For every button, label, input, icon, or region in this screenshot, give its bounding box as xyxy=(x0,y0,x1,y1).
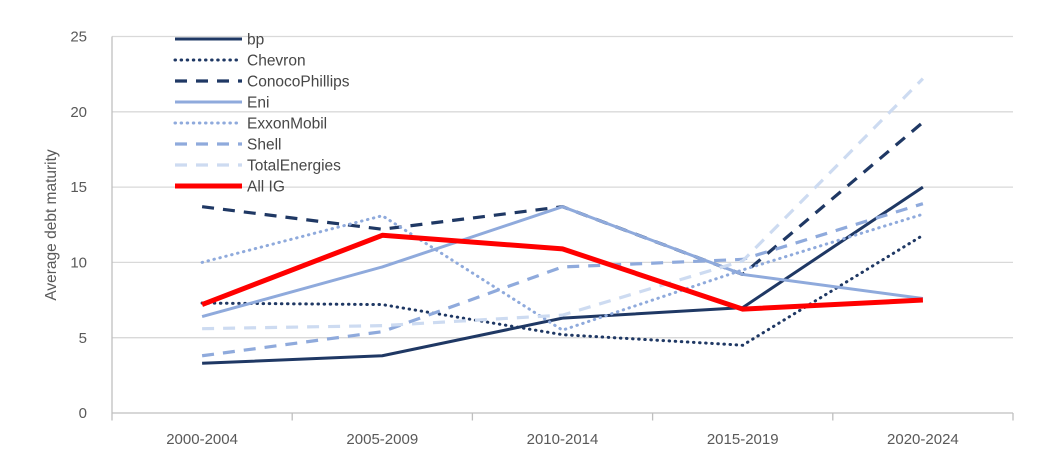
legend-label: Eni xyxy=(247,95,269,112)
legend-item-chevron: Chevron xyxy=(173,53,306,70)
y-tick-label-20: 20 xyxy=(70,104,87,121)
x-tick-label: 2020-2024 xyxy=(887,431,959,448)
series-line-eni xyxy=(201,205,924,319)
legend-label: ExxonMobil xyxy=(247,116,327,133)
y-tick-label-15: 15 xyxy=(70,179,87,196)
legend-item-eni: Eni xyxy=(175,95,269,112)
series-line-all-ig xyxy=(201,232,924,312)
x-tick-label: 2000-2004 xyxy=(166,431,238,448)
series-lines xyxy=(200,77,925,365)
series-line-shell xyxy=(201,202,924,358)
legend-label: Chevron xyxy=(247,53,306,70)
series-line-totalenergies xyxy=(202,77,925,331)
gridlines xyxy=(112,35,1013,339)
y-axis-title: Average debt maturity xyxy=(43,149,60,301)
x-tick-label: 2005-2009 xyxy=(346,431,418,448)
legend-label: ConocoPhillips xyxy=(247,74,350,91)
y-axis-tick-labels: 0 5 10 15 20 25 xyxy=(70,29,87,423)
x-tick-label: 2015-2019 xyxy=(707,431,779,448)
y-tick-label-10: 10 xyxy=(70,255,87,272)
legend-item-all-ig: All IG xyxy=(175,179,285,196)
legend: bp Chevron ConocoPhillips Eni ExxonMobil Shel… xyxy=(173,32,350,196)
series-line-chevron xyxy=(200,233,925,347)
legend-label: bp xyxy=(247,32,264,49)
legend-label: Shell xyxy=(247,137,281,154)
legend-item-bp: bp xyxy=(175,32,264,49)
legend-item-totalenergies: TotalEnergies xyxy=(175,158,341,175)
x-tick-label: 2010-2014 xyxy=(527,431,599,448)
y-tick-label-25: 25 xyxy=(70,29,87,46)
legend-item-exxonmobil: ExxonMobil xyxy=(173,116,327,133)
legend-item-shell: Shell xyxy=(175,137,281,154)
legend-label: TotalEnergies xyxy=(247,158,341,175)
series-line-conocophillips xyxy=(201,121,924,277)
series-line-exxonmobil xyxy=(200,212,925,332)
x-axis-tick-labels: 2000-2004 2005-2009 2010-2014 2015-2019 2020… xyxy=(166,431,959,448)
legend-label: All IG xyxy=(247,179,285,196)
series-line-bp xyxy=(202,185,924,365)
axes xyxy=(111,36,1014,421)
legend-item-conocophillips: ConocoPhillips xyxy=(175,74,350,91)
y-tick-label-5: 5 xyxy=(79,330,87,347)
y-tick-label-0: 0 xyxy=(79,405,87,422)
